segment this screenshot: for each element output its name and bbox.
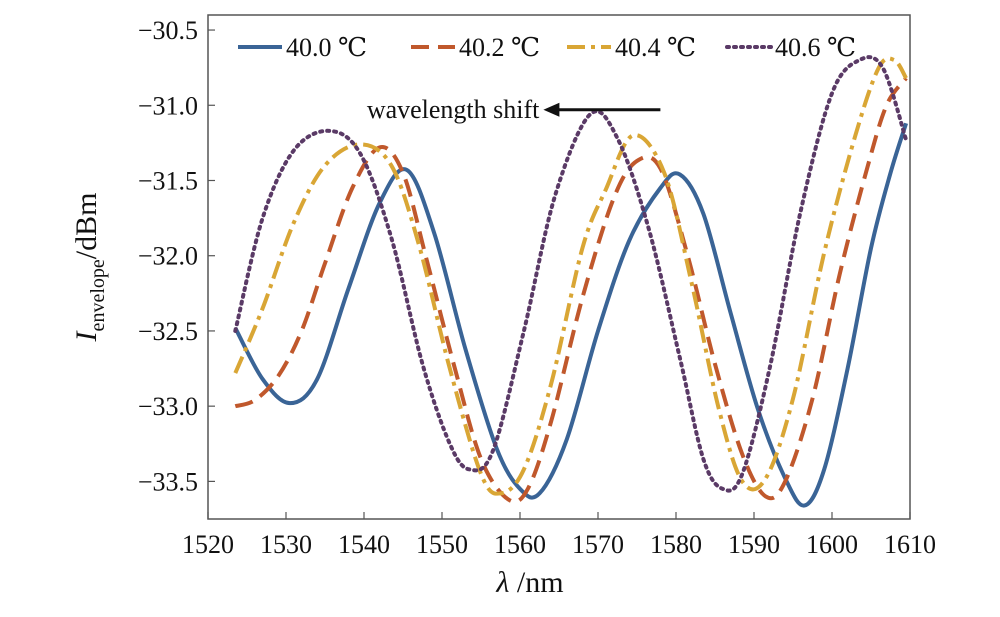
y-axis-unit: /dBm xyxy=(70,193,103,260)
plot-frame xyxy=(207,14,911,520)
annotation-label: wavelength shift xyxy=(367,95,540,124)
y-axis: −30.5 −31.0 −31.5 −32.0 −32.5 −33.0 −33.5 xyxy=(138,16,215,496)
series-layer xyxy=(233,55,909,508)
x-axis-unit: /nm xyxy=(509,566,563,599)
x-axis-symbol: λ xyxy=(495,566,509,599)
arrow-head xyxy=(543,102,560,117)
x-tick-label: 1540 xyxy=(338,530,390,559)
series-line-3 xyxy=(233,55,909,493)
y-tick-label: −30.5 xyxy=(138,16,198,45)
y-tick-label: −32.5 xyxy=(138,317,198,346)
series-line-2 xyxy=(233,56,908,496)
legend-label: 40.6 ℃ xyxy=(775,33,856,62)
x-tick-label: 1520 xyxy=(182,530,234,559)
annotation: wavelength shift xyxy=(367,95,661,124)
legend-label: 40.0 ℃ xyxy=(286,33,367,62)
legend-label: 40.4 ℃ xyxy=(615,33,696,62)
y-tick-label: −33.0 xyxy=(138,392,198,421)
y-tick-label: −31.5 xyxy=(138,166,198,195)
x-axis: 1520 1530 1540 1550 1560 1570 1580 1590 1600 1610 xyxy=(182,512,936,559)
x-tick-label: 1550 xyxy=(416,530,468,559)
x-tick-label: 1580 xyxy=(650,530,702,559)
x-tick-label: 1560 xyxy=(494,530,546,559)
y-axis-title: Ienvelope/dBm xyxy=(70,193,109,343)
x-tick-label: 1610 xyxy=(884,530,936,559)
x-tick-label: 1570 xyxy=(572,530,624,559)
series-line-0 xyxy=(233,122,909,508)
legend-label: 40.2 ℃ xyxy=(459,33,540,62)
series-line-1 xyxy=(234,76,908,504)
x-axis-title: λ /nm xyxy=(495,566,563,599)
y-axis-symbol: I xyxy=(70,329,103,342)
y-tick-label: −31.0 xyxy=(138,91,198,120)
y-tick-label: −32.0 xyxy=(138,242,198,271)
x-tick-label: 1530 xyxy=(260,530,312,559)
y-tick-label: −33.5 xyxy=(138,467,198,496)
y-axis-subscript: envelope xyxy=(87,259,109,331)
x-tick-label: 1600 xyxy=(806,530,858,559)
legend: 40.0 ℃ 40.2 ℃ 40.4 ℃ 40.6 ℃ xyxy=(238,33,856,62)
x-tick-label: 1590 xyxy=(728,530,780,559)
